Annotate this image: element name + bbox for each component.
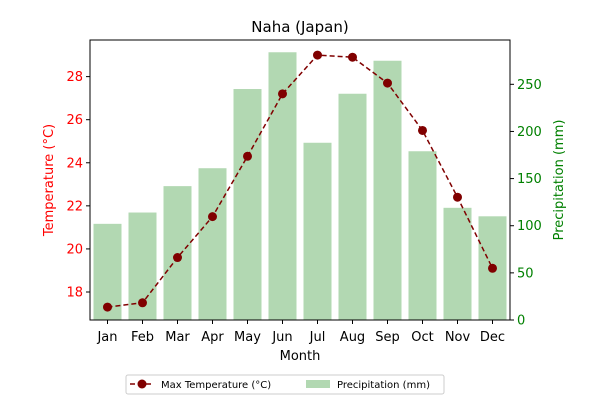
legend-box	[125, 374, 445, 395]
temperature-point-may	[243, 151, 252, 161]
precipitation-bar-oct	[408, 151, 437, 320]
right-tick-label: 100	[517, 219, 542, 234]
temperature-line	[107, 54, 494, 308]
left-tick-label: 28	[66, 70, 83, 85]
right-axis-label: Precipitation (mm)	[552, 120, 567, 241]
right-tick-label: 0	[517, 314, 525, 329]
temperature-point-mar	[173, 253, 182, 263]
precipitation-bar-jul	[303, 142, 332, 320]
right-tick-label: 200	[517, 125, 542, 140]
right-axis-ticks: 0 50 100 150 200 250	[510, 78, 542, 329]
temperature-point-sep	[383, 78, 392, 88]
precipitation-bar-aug	[338, 93, 367, 321]
chart-title: Naha (Japan)	[251, 18, 348, 36]
temperature-point-oct	[418, 125, 427, 135]
precipitation-bars	[93, 52, 507, 321]
x-tick-label: May	[234, 330, 261, 345]
left-tick-label: 20	[66, 242, 83, 257]
temperature-point-aug	[348, 52, 357, 62]
temperature-point-feb	[138, 298, 147, 308]
left-axis-ticks: 18 20 22 24 26 28	[66, 70, 90, 301]
x-axis-label: Month	[280, 349, 321, 364]
x-tick-label: Apr	[201, 330, 224, 345]
right-tick-label: 150	[517, 172, 542, 187]
temperature-point-nov	[453, 192, 462, 202]
left-tick-label: 24	[66, 156, 83, 171]
x-tick-label: Aug	[340, 330, 365, 345]
x-tick-label: Jun	[271, 330, 292, 345]
precipitation-bar-sep	[373, 60, 402, 321]
precipitation-bar-may	[233, 89, 262, 321]
right-tick-label: 50	[517, 266, 534, 281]
x-tick-label: Nov	[445, 330, 471, 345]
legend: Max Temperature (°C) Precipitation (mm)	[125, 374, 445, 395]
temperature-point-apr	[208, 212, 217, 222]
temperature-point-jul	[313, 50, 322, 60]
temperature-point-dec	[488, 263, 497, 273]
precipitation-bar-nov	[443, 207, 472, 320]
legend-precipitation-label: Precipitation (mm)	[337, 380, 430, 391]
precipitation-bar-apr	[198, 168, 227, 320]
x-axis-ticks: Jan Feb Mar Apr May Jun Jul Aug Sep Oct Nov Dec	[96, 320, 505, 345]
x-tick-label: Oct	[411, 330, 433, 345]
left-tick-label: 26	[66, 113, 83, 128]
left-tick-label: 22	[66, 199, 83, 214]
x-tick-label: Dec	[480, 330, 505, 345]
left-axis-label: Temperature (°C)	[42, 124, 57, 237]
right-tick-label: 250	[517, 78, 542, 93]
temperature-point-jan	[103, 302, 112, 312]
legend-precipitation-swatch	[306, 380, 330, 388]
plot-frame	[89, 39, 511, 321]
x-tick-label: Sep	[375, 330, 400, 345]
legend-temperature-marker	[137, 379, 147, 389]
x-tick-label: Mar	[165, 330, 190, 345]
legend-temperature-label: Max Temperature (°C)	[161, 380, 271, 391]
x-tick-label: Feb	[131, 330, 154, 345]
x-tick-label: Jul	[309, 330, 326, 345]
temperature-line-layer	[103, 50, 497, 312]
x-tick-label: Jan	[96, 330, 117, 345]
temperature-point-jun	[278, 89, 287, 99]
left-tick-label: 18	[66, 286, 83, 301]
